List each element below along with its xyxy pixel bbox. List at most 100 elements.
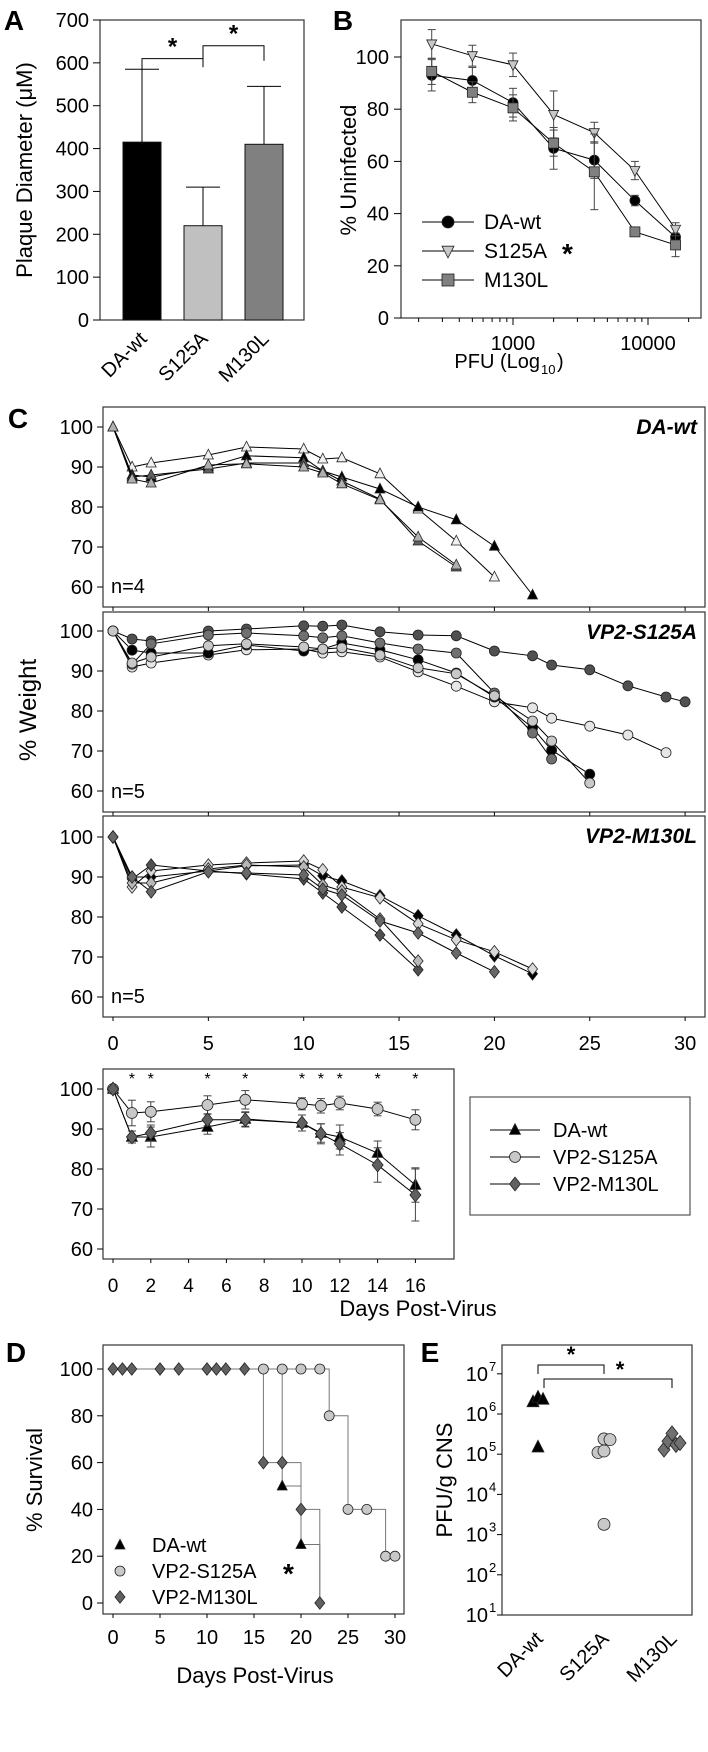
y-tick-label: 200 bbox=[56, 224, 89, 246]
mouse-data-point bbox=[546, 753, 558, 765]
y-tick-label-base: 10 bbox=[466, 1364, 488, 1386]
x-tick-label: 0 bbox=[107, 1033, 118, 1055]
mean-data-point-vp2-s125a bbox=[144, 1105, 157, 1118]
y-tick-label-exponent: 1 bbox=[489, 1600, 496, 1615]
significance-star: * bbox=[242, 1071, 248, 1088]
mouse-data-point bbox=[660, 747, 672, 758]
survival-point-vp2-s125a bbox=[295, 1363, 307, 1375]
mouse-data-point bbox=[317, 643, 329, 655]
significance-bracket bbox=[543, 1378, 673, 1388]
weight-subpanel-frame bbox=[102, 611, 706, 813]
mouse-data-point bbox=[374, 928, 386, 942]
mouse-data-point bbox=[450, 932, 462, 947]
mouse-data-point bbox=[145, 884, 157, 899]
x-tick-label: 25 bbox=[337, 1627, 359, 1649]
mouse-data-point bbox=[488, 690, 500, 702]
y-tick-label: 80 bbox=[367, 99, 389, 121]
y-tick-label: 80 bbox=[71, 1406, 93, 1428]
survival-point-vp2-m130l bbox=[154, 1362, 166, 1376]
x-tick-label: 30 bbox=[674, 1033, 696, 1055]
mouse-data-point bbox=[527, 702, 538, 714]
y-axis-label: % Survival bbox=[22, 1428, 47, 1532]
x-tick-label: M130L bbox=[623, 1628, 682, 1687]
significance-star: * bbox=[412, 1071, 418, 1088]
survival-point-vp2-s125a bbox=[361, 1504, 373, 1515]
mean-data-point-vp2-m130l bbox=[239, 1112, 252, 1128]
y-tick-label: 40 bbox=[367, 204, 389, 226]
mouse-data-point bbox=[679, 696, 691, 708]
survival-point-vp2-m130l bbox=[210, 1362, 222, 1376]
significance-star: * bbox=[168, 34, 178, 61]
y-tick-label-base: 10 bbox=[466, 1525, 488, 1547]
mouse-data-point bbox=[527, 650, 538, 662]
y-tick-label: 20 bbox=[367, 256, 389, 278]
x-axis-label-subscript: 10 bbox=[541, 362, 555, 377]
mouse-data-point bbox=[107, 625, 119, 637]
y-tick-label: 60 bbox=[71, 987, 93, 1009]
panel-e-frame bbox=[501, 1344, 693, 1616]
y-tick-label: 600 bbox=[56, 53, 89, 75]
mouse-data-point bbox=[317, 632, 329, 644]
legend-significance-star: * bbox=[562, 238, 573, 269]
mouse-data-point bbox=[336, 888, 348, 902]
survival-point-vp2-s125a bbox=[276, 1363, 288, 1375]
survival-point-vp2-m130l bbox=[116, 1362, 128, 1376]
y-axis-label: % Uninfected bbox=[336, 105, 361, 236]
data-point-m130l bbox=[588, 166, 600, 178]
mouse-data-point bbox=[374, 467, 386, 479]
mouse-data-point bbox=[450, 513, 462, 525]
x-tick-label: 20 bbox=[483, 1033, 505, 1055]
y-tick-label: 70 bbox=[71, 947, 93, 969]
y-tick-label: 70 bbox=[71, 1199, 93, 1221]
x-tick-label: DA-wt bbox=[97, 328, 151, 382]
mouse-data-point bbox=[374, 626, 386, 638]
y-tick-label-exponent: 3 bbox=[489, 1520, 496, 1535]
x-tick-label: 5 bbox=[203, 1033, 214, 1055]
y-tick-label-base: 10 bbox=[466, 1484, 488, 1506]
mouse-data-point bbox=[241, 627, 252, 639]
x-tick-label: 15 bbox=[243, 1627, 265, 1649]
mouse-data-point bbox=[317, 862, 329, 877]
significance-bracket bbox=[537, 1364, 605, 1374]
significance-star: * bbox=[204, 1071, 210, 1088]
survival-point-vp2-m130l bbox=[173, 1362, 185, 1376]
mouse-data-point bbox=[374, 493, 386, 505]
mouse-data-point bbox=[450, 647, 462, 659]
mouse-data-point bbox=[145, 651, 157, 663]
y-tick-label: 0 bbox=[78, 310, 89, 332]
mouse-data-point bbox=[450, 946, 462, 960]
mouse-data-point bbox=[450, 668, 462, 680]
data-point-m130l bbox=[629, 226, 641, 238]
y-tick-label: 100 bbox=[356, 47, 389, 69]
subpanel-title: VP2-M130L bbox=[585, 825, 697, 848]
series-line-vp2-s125a bbox=[112, 1088, 416, 1121]
sample-size-label: n=4 bbox=[111, 576, 145, 598]
legend-box bbox=[469, 1096, 691, 1216]
y-tick-label-exponent: 7 bbox=[489, 1359, 496, 1374]
subpanel-title: VP2-S125A bbox=[586, 621, 697, 644]
survival-point-vp2-s125a bbox=[380, 1550, 392, 1562]
x-tick-label: 30 bbox=[384, 1627, 406, 1649]
mouse-data-point bbox=[107, 830, 119, 844]
x-tick-label: 4 bbox=[183, 1276, 194, 1297]
legend-marker bbox=[114, 1590, 126, 1604]
mean-data-point-vp2-m130l bbox=[106, 1081, 120, 1097]
y-tick-label: 80 bbox=[71, 907, 93, 929]
mouse-data-point bbox=[660, 691, 672, 703]
y-tick-label: 100 bbox=[56, 267, 89, 289]
x-tick-label: 10000 bbox=[620, 333, 676, 355]
mouse-data-point bbox=[527, 715, 538, 727]
mouse-data-point bbox=[527, 727, 538, 739]
y-tick-label: 100 bbox=[60, 827, 93, 849]
panel-label-c: C bbox=[8, 403, 28, 434]
mouse-data-point bbox=[374, 637, 386, 649]
significance-star: * bbox=[318, 1071, 324, 1088]
y-tick-label: 400 bbox=[56, 139, 89, 161]
mouse-data-point bbox=[317, 620, 329, 632]
y-tick-label: 90 bbox=[71, 457, 93, 479]
mouse-data-point bbox=[546, 735, 558, 747]
x-axis-label: PFU (Log bbox=[454, 351, 540, 373]
y-tick-label: 40 bbox=[71, 1499, 93, 1521]
scatter-point-m130l bbox=[673, 1434, 687, 1452]
survival-point-vp2-s125a bbox=[323, 1410, 335, 1422]
